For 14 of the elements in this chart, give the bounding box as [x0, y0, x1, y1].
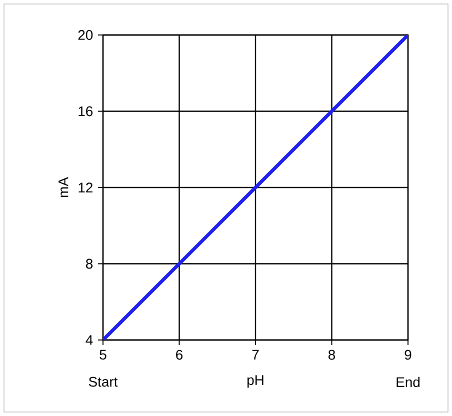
- x-axis-title: pH: [247, 375, 264, 388]
- x-tick-label: 7: [252, 350, 259, 360]
- y-axis-title: mA: [58, 177, 68, 198]
- x-tick-label: 6: [176, 350, 183, 360]
- y-tick-label: 4: [86, 335, 93, 345]
- y-tick-label: 20: [78, 30, 93, 40]
- x-tick-label: 5: [100, 350, 106, 360]
- y-tick-label: 12: [78, 182, 92, 192]
- x-tick-label: 9: [404, 350, 412, 360]
- y-tick-label: 16: [78, 106, 93, 116]
- x-tick-label: 8: [328, 350, 336, 360]
- text: End: [396, 376, 420, 388]
- y-tick-label: 8: [86, 258, 93, 269]
- text: Start: [88, 376, 118, 387]
